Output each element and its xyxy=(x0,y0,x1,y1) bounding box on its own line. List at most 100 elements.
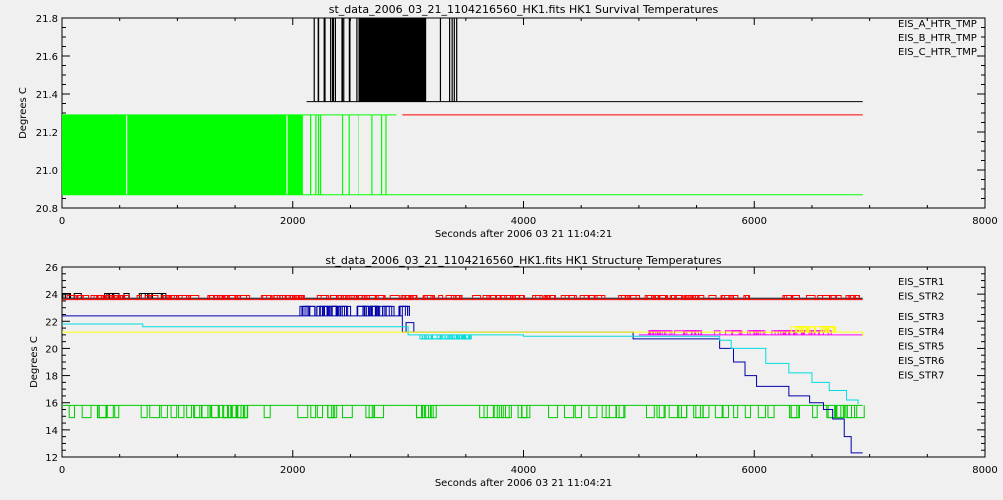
series-flicker xyxy=(854,405,865,419)
series-flicker xyxy=(479,405,488,419)
series-flicker xyxy=(345,295,353,300)
y-tick-label: 22 xyxy=(45,317,58,328)
series-flicker xyxy=(211,405,219,419)
legend-entry: EIS_A_HTR_TMP xyxy=(898,19,977,30)
series-flicker xyxy=(757,405,766,419)
series-flicker xyxy=(767,405,775,419)
series-flicker xyxy=(445,295,457,300)
series-flicker xyxy=(218,405,228,419)
series-flicker xyxy=(654,295,661,300)
series-flicker xyxy=(807,326,815,333)
series-flicker xyxy=(330,295,338,300)
series-eis-str5 xyxy=(62,323,859,405)
series-flicker xyxy=(713,330,721,335)
y-tick-label: 14 xyxy=(45,426,58,437)
series-flicker xyxy=(353,295,359,300)
series-flicker xyxy=(260,295,272,300)
series-flicker xyxy=(624,295,632,300)
x-tick-label: 8000 xyxy=(972,216,997,227)
series-flicker xyxy=(221,295,230,300)
series-flicker xyxy=(385,305,395,316)
series-eis-str3 xyxy=(62,404,865,419)
x-axis-label: Seconds after 2006 03 21 11:04:21 xyxy=(435,478,612,489)
series-flicker xyxy=(399,305,410,316)
series-flicker xyxy=(357,305,367,316)
series-flicker xyxy=(482,295,488,300)
series-flicker xyxy=(568,295,577,300)
series-flicker xyxy=(505,295,514,300)
series-flicker xyxy=(822,326,829,333)
series-flicker xyxy=(817,295,824,300)
y-tick-label: 21.0 xyxy=(36,166,58,177)
series-flicker xyxy=(532,295,541,300)
series-flicker xyxy=(829,295,838,300)
series-flicker xyxy=(294,295,304,300)
series-flicker xyxy=(822,295,831,300)
x-tick-label: 8000 xyxy=(972,465,997,476)
series-flicker xyxy=(240,405,248,419)
series-flicker xyxy=(82,295,90,300)
series-flicker xyxy=(444,334,453,340)
series-flicker xyxy=(327,405,336,419)
y-tick-label: 12 xyxy=(45,453,58,464)
series-flicker xyxy=(794,330,802,335)
series-flicker xyxy=(693,405,701,419)
y-tick-label: 24 xyxy=(45,290,58,301)
y-tick-label: 20 xyxy=(45,344,58,355)
series-flicker xyxy=(323,305,331,316)
series-flicker xyxy=(656,405,665,419)
series-flicker xyxy=(743,295,750,300)
series-flicker xyxy=(97,295,104,300)
series-flicker xyxy=(714,405,723,419)
series-flicker xyxy=(419,334,430,340)
series-flicker xyxy=(276,295,287,300)
series-flicker xyxy=(382,305,390,316)
series-flicker xyxy=(77,295,84,300)
y-axis-label: Degrees C xyxy=(18,87,29,139)
series-flicker xyxy=(440,334,449,340)
series-flicker xyxy=(431,334,441,340)
legend-entry: EIS_STR3 xyxy=(898,312,944,323)
series-flicker xyxy=(114,405,120,419)
series-flicker xyxy=(587,295,595,300)
series-flicker xyxy=(237,405,249,419)
series-flicker xyxy=(320,295,329,300)
series-flicker xyxy=(81,405,92,419)
series-flicker xyxy=(673,330,684,335)
series-flicker xyxy=(462,334,472,340)
series-flicker xyxy=(106,405,114,419)
y-tick-label: 18 xyxy=(45,372,58,383)
series-flicker xyxy=(327,405,334,419)
series-flicker xyxy=(588,405,598,419)
legend-entry: EIS_B_HTR_TMP xyxy=(898,33,977,44)
series-flicker xyxy=(849,295,860,300)
series-flicker xyxy=(777,330,784,335)
series-flicker xyxy=(160,405,168,419)
series-flicker xyxy=(683,330,693,335)
y-tick-label: 21.2 xyxy=(36,128,58,139)
series-flicker xyxy=(304,305,316,316)
y-tick-label: 16 xyxy=(45,399,58,410)
series-flicker xyxy=(648,330,654,335)
series-flicker xyxy=(812,405,818,419)
series-flicker xyxy=(362,305,373,316)
x-tick-label: 4000 xyxy=(511,216,536,227)
y-axis-label: Degrees C xyxy=(29,336,40,388)
series-flicker xyxy=(815,326,826,333)
series-flicker xyxy=(749,330,758,335)
series-flicker xyxy=(488,295,497,300)
series-flicker xyxy=(645,405,655,419)
series-flicker xyxy=(97,405,108,419)
series-flicker xyxy=(596,295,606,300)
series-flicker xyxy=(140,405,148,419)
series-flicker xyxy=(389,295,400,300)
series-flicker xyxy=(263,405,271,419)
series-flicker xyxy=(686,330,696,335)
series-flicker xyxy=(213,295,224,300)
series-flicker xyxy=(786,295,793,300)
series-flicker xyxy=(310,405,317,419)
series-flicker xyxy=(548,405,559,419)
x-tick-label: 2000 xyxy=(280,216,305,227)
series-flicker xyxy=(436,334,444,340)
